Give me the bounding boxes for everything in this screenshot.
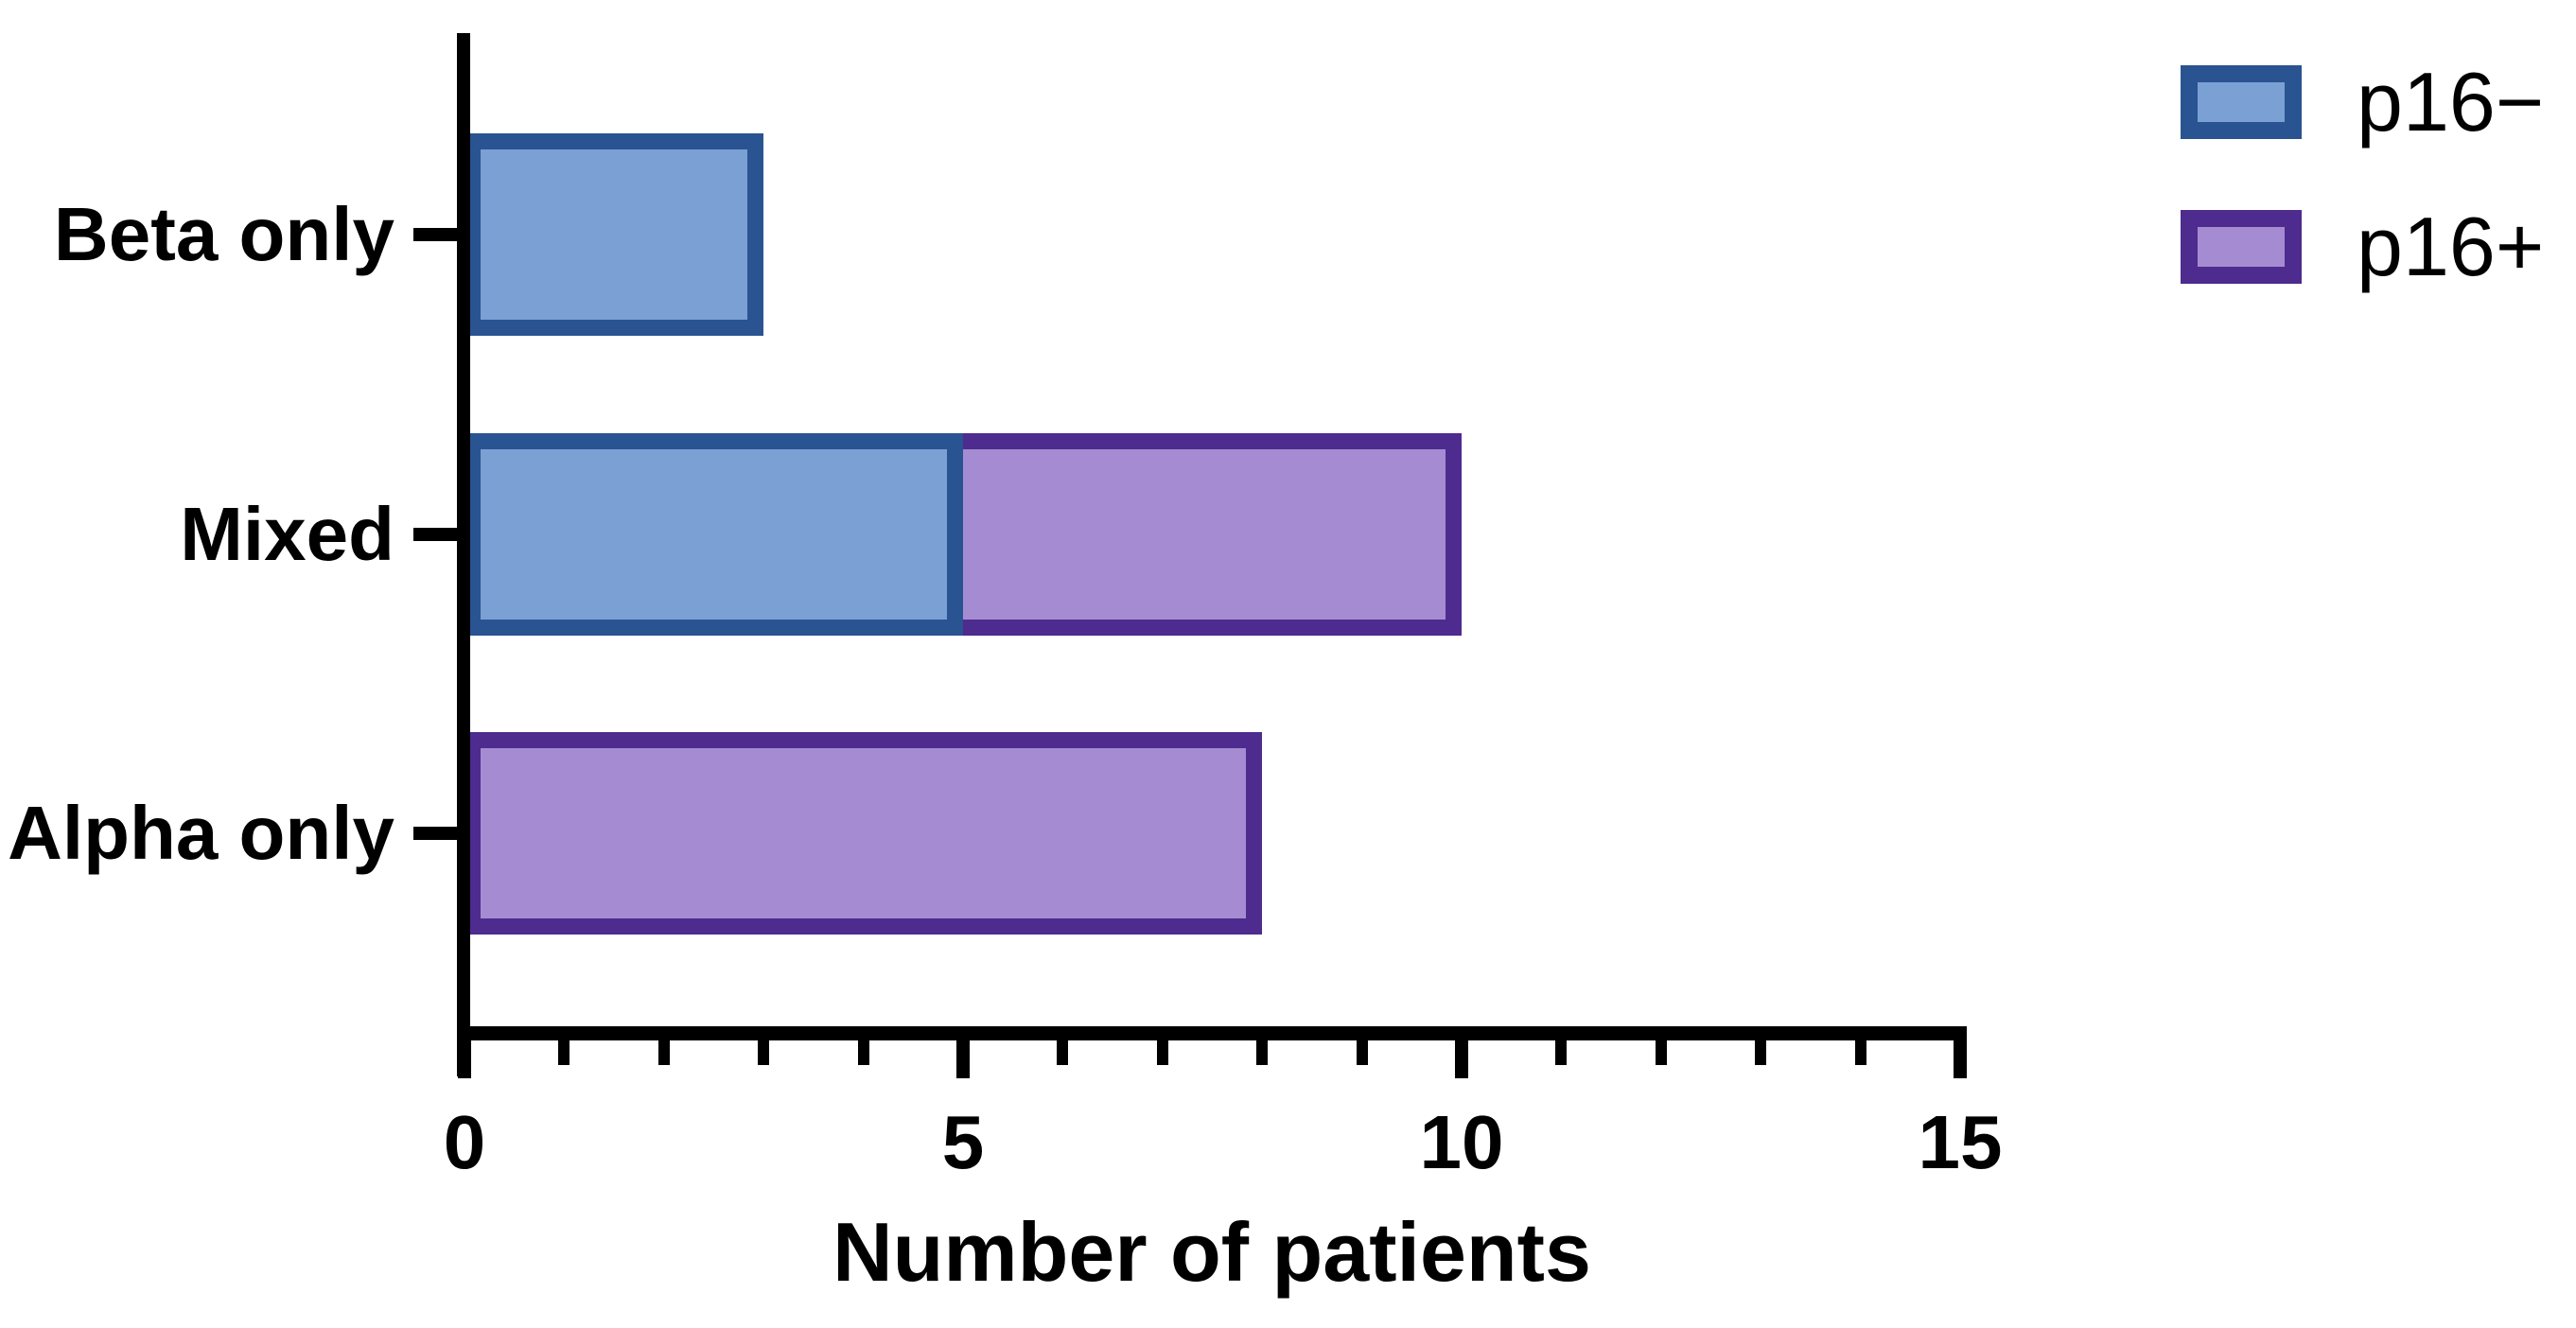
- y-label-beta-only: Beta only: [53, 192, 394, 276]
- x-minor-tick: [1256, 1040, 1269, 1065]
- x-minor-tick: [758, 1040, 770, 1065]
- x-axis-line: [457, 1026, 1967, 1040]
- y-label-mixed: Mixed: [180, 492, 394, 576]
- x-minor-tick: [1655, 1040, 1667, 1065]
- legend-entry: p16+: [2181, 200, 2544, 294]
- x-tick-label-0: 0: [443, 1100, 486, 1184]
- x-major-tick: [956, 1040, 970, 1078]
- legend-label: p16+: [2357, 200, 2545, 293]
- x-minor-tick: [1057, 1040, 1069, 1065]
- y-label-alpha-only: Alpha only: [8, 791, 394, 875]
- x-minor-tick: [1854, 1040, 1866, 1065]
- x-tick-label-10: 10: [1419, 1100, 1504, 1184]
- bar-segment-p16-mixed: [464, 433, 963, 636]
- x-tick-label-5: 5: [941, 1100, 985, 1184]
- x-major-tick: [1954, 1040, 1967, 1078]
- x-minor-tick: [1555, 1040, 1568, 1065]
- x-minor-tick: [657, 1040, 670, 1065]
- y-tick: [413, 827, 457, 840]
- bar-segment-p16-alpha-only: [464, 732, 1263, 935]
- x-major-tick: [1455, 1040, 1468, 1078]
- x-minor-tick: [1356, 1040, 1368, 1065]
- y-axis-spine: [457, 33, 470, 1076]
- legend-swatch: [2181, 210, 2302, 284]
- x-minor-tick: [1755, 1040, 1767, 1065]
- x-axis-title: Number of patients: [832, 1205, 1591, 1299]
- y-tick: [413, 528, 457, 541]
- legend-label: p16−: [2357, 55, 2545, 149]
- y-tick: [413, 228, 457, 241]
- bar-segment-p16-mixed: [963, 433, 1462, 636]
- legend-entry: p16−: [2181, 55, 2544, 149]
- bar-segment-p16-beta-only: [464, 133, 764, 336]
- x-tick-label-15: 15: [1918, 1100, 2003, 1184]
- x-minor-tick: [558, 1040, 570, 1065]
- legend-swatch: [2181, 65, 2302, 139]
- x-minor-tick: [857, 1040, 869, 1065]
- x-minor-tick: [1156, 1040, 1168, 1065]
